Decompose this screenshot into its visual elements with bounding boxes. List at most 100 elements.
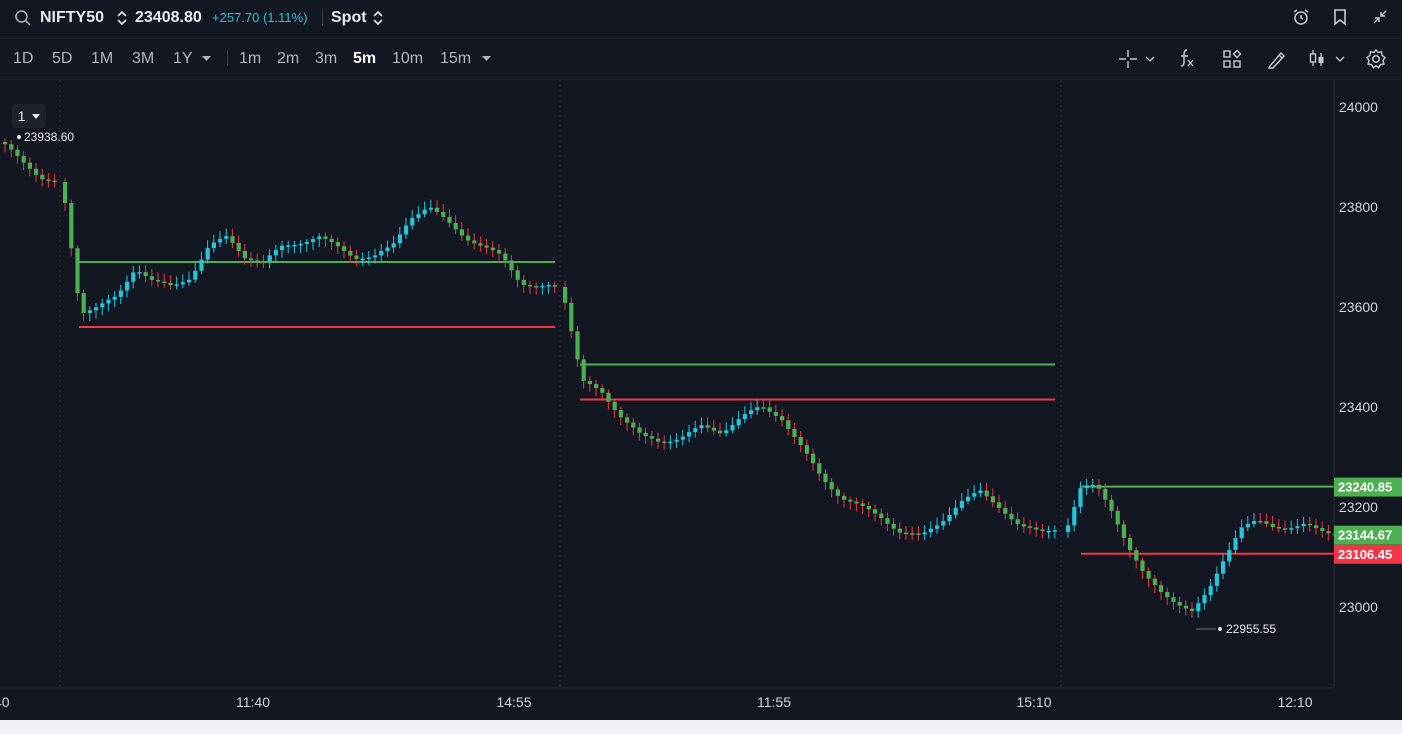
candle-body — [385, 247, 390, 252]
candle-body — [1208, 585, 1213, 596]
candle-body — [193, 270, 198, 280]
search-icon[interactable] — [14, 9, 32, 27]
candle-body — [1097, 485, 1102, 489]
candle-body — [767, 407, 772, 412]
candle-body — [1121, 524, 1126, 538]
candle-body — [546, 285, 551, 287]
candle-body — [87, 310, 92, 313]
candle-body — [978, 490, 983, 494]
time-tick-label: 11:55 — [757, 694, 791, 710]
candle-body — [1115, 510, 1120, 525]
time-axis[interactable]: 40 11:40 14:55 11:55 15:10 12:10 — [0, 694, 1313, 710]
interval-5m[interactable]: 5m — [353, 50, 377, 67]
chevron-down-icon[interactable] — [1145, 55, 1155, 63]
candle-body — [997, 502, 1002, 508]
chart-type-icon[interactable] — [1308, 47, 1328, 69]
candle-body — [786, 420, 791, 429]
range-1y[interactable]: 1Y — [173, 50, 193, 67]
price-tick-label: 23800 — [1339, 199, 1378, 215]
price-axis[interactable]: 24000 23800 23600 23400 23200 23000 — [1339, 99, 1378, 615]
candle-body — [835, 489, 840, 496]
candle-body — [780, 416, 785, 421]
candle-body — [106, 299, 111, 304]
candle-body — [453, 222, 458, 230]
separator — [227, 50, 228, 66]
low-marker: 22955.55 — [1196, 622, 1276, 636]
candle-body — [866, 505, 871, 510]
candle-body — [1289, 528, 1294, 530]
price-change: +257.70 (1.11%) — [212, 10, 308, 25]
interval-1m[interactable]: 1m — [239, 50, 262, 67]
candle-body — [149, 276, 154, 280]
low-marker-dot — [1218, 627, 1222, 631]
candle-body — [587, 380, 592, 385]
bookmark-icon[interactable] — [1333, 8, 1347, 26]
candle-body — [631, 422, 636, 428]
candle-body — [1258, 521, 1263, 523]
candle-body — [267, 255, 272, 262]
alarm-icon[interactable] — [1292, 8, 1310, 26]
time-tick-label: 14:55 — [496, 694, 531, 710]
candle-body — [1301, 523, 1306, 527]
candle-body — [94, 307, 99, 311]
spot-switch-icon[interactable] — [373, 10, 383, 26]
candle-body — [1245, 524, 1250, 528]
candle-body — [1009, 513, 1014, 520]
price-tag-label: 23144.67 — [1338, 528, 1392, 543]
gear-icon[interactable] — [1365, 48, 1387, 70]
candle-body — [990, 496, 995, 503]
drawing-pen-icon[interactable] — [1266, 49, 1288, 69]
chevron-down-icon[interactable] — [1335, 55, 1345, 63]
range-1d[interactable]: 1D — [13, 50, 34, 67]
crosshair-icon[interactable] — [1118, 49, 1138, 69]
candle-body — [693, 428, 698, 433]
candle-body — [236, 242, 241, 251]
layout-selector[interactable]: 1 — [12, 104, 46, 128]
candle-body — [503, 253, 508, 261]
interval-10m[interactable]: 10m — [392, 50, 424, 67]
candle-body — [81, 293, 86, 313]
templates-icon[interactable] — [1222, 49, 1242, 69]
candle-body — [472, 240, 477, 244]
candle-body — [484, 245, 489, 248]
indicators-icon[interactable] — [1176, 47, 1196, 69]
candle-body — [187, 279, 192, 283]
candle-body — [329, 238, 334, 243]
high-marker-dot — [17, 135, 21, 139]
candle-body — [941, 521, 946, 526]
candle-body — [1128, 537, 1133, 551]
range-1m[interactable]: 1M — [91, 50, 114, 67]
candle-body — [211, 242, 216, 249]
candle-body — [829, 482, 834, 490]
candle-body — [687, 432, 692, 437]
symbol-switch-icon[interactable] — [117, 10, 127, 26]
range-5d[interactable]: 5D — [52, 50, 73, 67]
price-tick-label: 23600 — [1339, 299, 1378, 315]
interval-15m[interactable]: 15m — [440, 50, 472, 67]
candle-body — [680, 436, 685, 440]
candle-body — [459, 229, 464, 236]
range-dropdown-icon[interactable] — [202, 56, 211, 62]
candle-body — [323, 236, 328, 239]
candle-body — [1084, 485, 1089, 489]
collapse-icon[interactable] — [1371, 8, 1389, 26]
candle-body — [854, 501, 859, 504]
interval-dropdown-icon[interactable] — [482, 56, 491, 62]
candle-body — [273, 250, 278, 256]
candle-body — [1264, 521, 1269, 524]
spot-selector[interactable]: Spot — [331, 9, 367, 26]
candle-body — [761, 407, 766, 409]
symbol-name[interactable]: NIFTY50 — [40, 9, 105, 26]
candle-body — [125, 281, 130, 291]
candle-body — [3, 142, 8, 145]
candle-body — [916, 533, 921, 536]
candle-body — [1196, 603, 1201, 612]
interval-2m[interactable]: 2m — [277, 50, 300, 67]
candle-body — [1046, 530, 1051, 533]
candle-body — [69, 202, 74, 249]
candle-body — [1221, 561, 1226, 574]
range-3m[interactable]: 3M — [132, 50, 155, 67]
interval-3m[interactable]: 3m — [315, 50, 338, 67]
candle-body — [490, 247, 495, 251]
